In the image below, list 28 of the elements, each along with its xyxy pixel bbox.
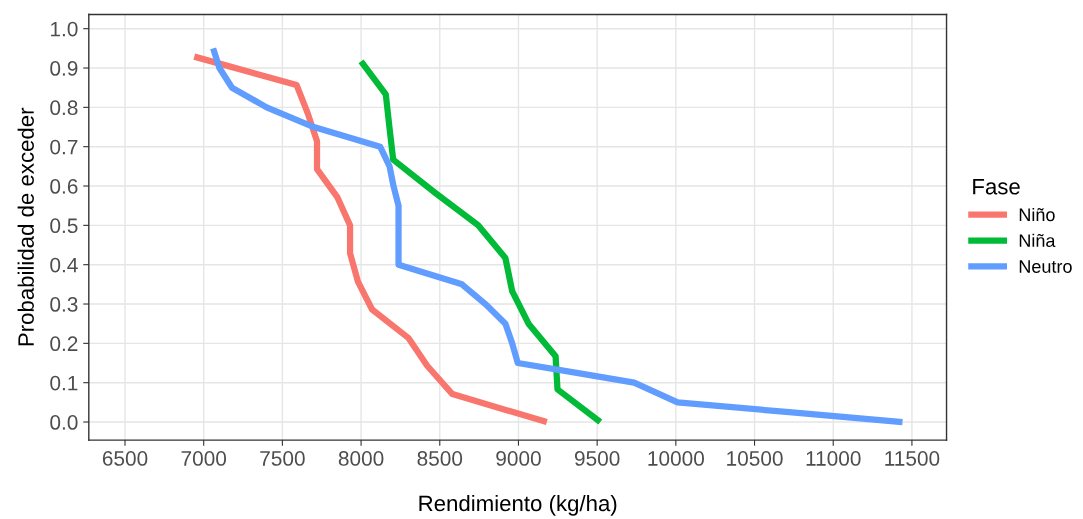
legend-title: Fase [973,178,1020,195]
x-tick-label: 10000 [648,451,704,466]
y-tick-label: 0.8 [50,100,78,116]
x-tick-label: 11500 [885,451,940,466]
x-axis-title: Rendimiento (kg/ha) [419,494,617,516]
x-tick-label: 7500 [260,451,305,466]
y-tick-label: 0.2 [50,336,78,352]
legend-label: Neutro [1019,260,1072,273]
x-tick-label: 9500 [574,451,620,466]
y-tick-label: 0.5 [50,218,78,234]
y-tick-label: 0.6 [50,179,78,194]
y-tick-label: 0.1 [50,375,78,391]
y-tick-label: 0.0 [50,415,78,430]
y-tick-label: 0.4 [50,257,78,273]
x-tick-label: 8000 [338,451,384,466]
y-tick-label: 0.7 [50,139,78,155]
y-tick-label: 1.0 [51,21,78,37]
x-tick-label: 7000 [181,451,227,466]
x-tick-label: 6500 [102,451,148,466]
x-tick-label: 8500 [417,451,463,466]
y-tick-label: 0.9 [50,61,78,76]
x-tick-label: 10500 [727,451,783,466]
x-tick-label: 9000 [496,451,541,466]
legend-label: Niña [1019,233,1056,248]
y-tick-label: 0.3 [50,297,78,312]
x-tick-label: 11000 [806,451,861,466]
legend-label: Niño [1019,207,1055,222]
y-axis-title: Probabilidad de exceder [17,107,34,346]
